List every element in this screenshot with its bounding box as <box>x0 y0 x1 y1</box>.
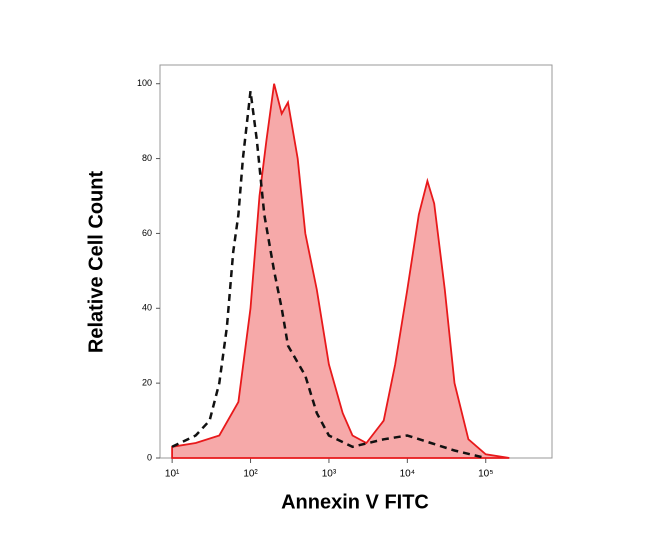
x-tick-label: 10⁴ <box>400 469 415 480</box>
x-tick-label: 10³ <box>322 469 337 480</box>
plot-frame <box>159 64 553 459</box>
y-tick-label: 0 <box>147 452 152 462</box>
y-axis-label: Relative Cell Count <box>85 171 107 354</box>
x-axis-label: Annexin V FITC <box>281 491 429 513</box>
histogram-line <box>171 91 486 460</box>
x-tick-label: 10¹ <box>165 469 180 480</box>
y-tick-label: 40 <box>142 303 152 313</box>
y-tick-label: 20 <box>142 378 152 388</box>
histogram-area <box>171 83 510 459</box>
x-tick-label: 10² <box>243 469 258 480</box>
x-tick-label: 10⁵ <box>478 469 493 480</box>
y-tick-label: 80 <box>142 153 152 163</box>
y-tick-label: 60 <box>142 228 152 238</box>
y-tick-label: 100 <box>137 78 152 88</box>
